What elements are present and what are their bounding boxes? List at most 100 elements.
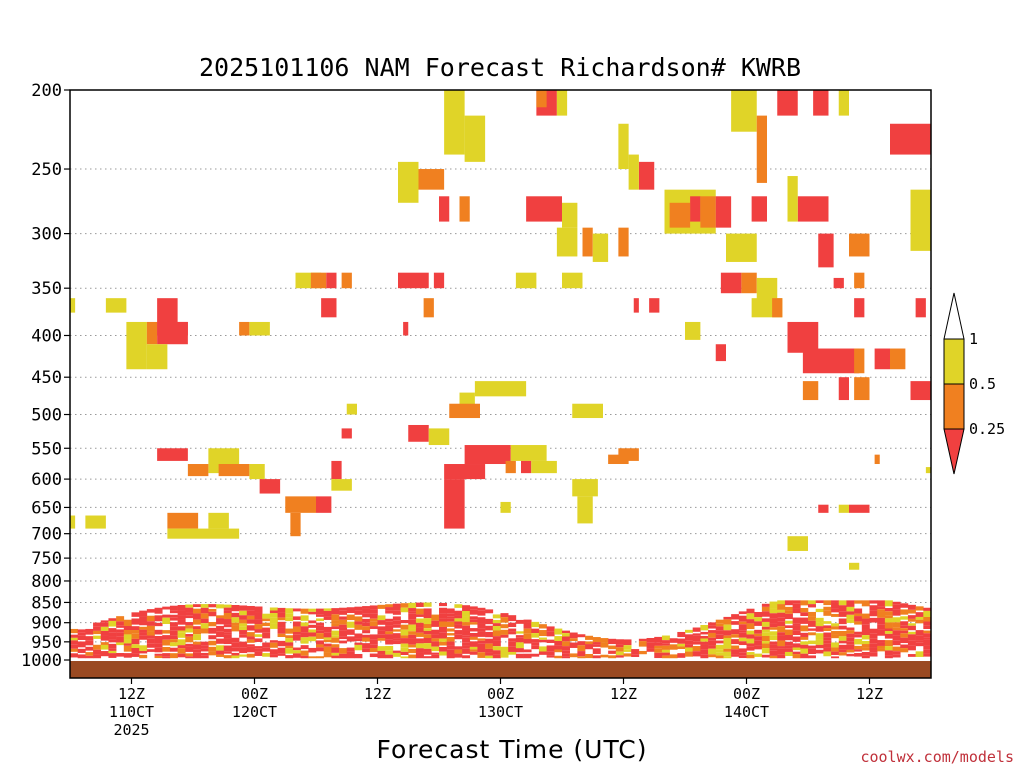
boundary-layer-cell bbox=[585, 635, 594, 640]
boundary-layer-cell bbox=[854, 631, 863, 635]
boundary-layer-cell bbox=[185, 615, 194, 619]
boundary-layer-cell bbox=[423, 643, 432, 649]
boundary-layer-cell bbox=[308, 629, 317, 633]
boundary-layer-cell bbox=[546, 655, 555, 658]
boundary-layer-cell bbox=[193, 613, 201, 620]
boundary-layer-cell bbox=[146, 638, 155, 644]
boundary-layer-cell bbox=[754, 645, 763, 650]
boundary-layer-cell bbox=[300, 650, 309, 656]
boundary-layer-cell bbox=[85, 655, 94, 659]
boundary-layer-cell bbox=[392, 603, 401, 611]
boundary-layer-cell bbox=[354, 653, 363, 659]
boundary-layer-cell bbox=[446, 637, 455, 642]
boundary-layer-cell bbox=[492, 654, 501, 659]
boundary-layer-cell bbox=[269, 610, 278, 614]
boundary-layer-cell bbox=[331, 647, 340, 653]
boundary-layer-cell bbox=[339, 627, 348, 631]
x-tick-label: 12Z bbox=[118, 685, 145, 703]
boundary-layer-cell bbox=[285, 638, 294, 643]
boundary-layer-cell bbox=[392, 616, 401, 621]
boundary-layer-cell bbox=[562, 641, 570, 647]
boundary-layer-cell bbox=[408, 611, 417, 614]
boundary-layer-cell bbox=[154, 629, 163, 635]
boundary-layer-cell bbox=[154, 643, 163, 648]
boundary-layer-cell bbox=[915, 651, 924, 657]
boundary-layer-cell bbox=[692, 651, 701, 657]
boundary-layer-cell bbox=[838, 611, 847, 617]
boundary-layer-cell bbox=[331, 644, 340, 648]
boundary-layer-cell bbox=[431, 620, 440, 627]
boundary-layer-cell bbox=[231, 642, 240, 648]
boundary-layer-cell bbox=[108, 648, 117, 651]
x-tick-label: 140CT bbox=[724, 703, 769, 721]
heatmap-cell-red bbox=[874, 348, 890, 370]
boundary-layer-cell bbox=[331, 637, 340, 643]
boundary-layer-cell bbox=[784, 613, 793, 620]
boundary-layer-cell bbox=[731, 645, 740, 650]
boundary-layer-cell bbox=[831, 656, 840, 659]
boundary-layer-cell bbox=[185, 622, 194, 626]
heatmap-cell-yellow bbox=[474, 381, 527, 397]
boundary-layer-cell bbox=[477, 652, 486, 658]
boundary-layer-cell bbox=[800, 648, 809, 654]
boundary-layer-cell bbox=[385, 650, 394, 655]
boundary-layer-cell bbox=[492, 623, 501, 627]
boundary-layer-cell bbox=[239, 641, 248, 648]
boundary-layer-cell bbox=[892, 635, 901, 641]
boundary-layer-cell bbox=[385, 604, 394, 608]
boundary-layer-cell bbox=[208, 608, 217, 612]
heatmap-cell-orange bbox=[608, 454, 629, 465]
boundary-layer-cell bbox=[808, 616, 816, 621]
heatmap-cell-orange bbox=[874, 454, 880, 465]
boundary-layer-cell bbox=[431, 614, 440, 621]
boundary-layer-cell bbox=[515, 635, 524, 638]
boundary-layer-cell bbox=[577, 656, 586, 659]
boundary-layer-cell bbox=[277, 633, 286, 638]
boundary-layer-cell bbox=[162, 635, 171, 640]
y-tick-label: 950 bbox=[31, 633, 62, 653]
boundary-layer-cell bbox=[269, 642, 278, 648]
boundary-layer-cell bbox=[308, 632, 317, 637]
boundary-layer-cell bbox=[469, 628, 478, 632]
boundary-layer-cell bbox=[761, 641, 770, 644]
boundary-layer-cell bbox=[300, 626, 309, 633]
boundary-layer-cell bbox=[269, 654, 278, 658]
boundary-layer-cell bbox=[193, 634, 201, 641]
boundary-layer-cell bbox=[800, 612, 809, 617]
boundary-layer-cell bbox=[354, 624, 363, 630]
boundary-layer-cell bbox=[723, 648, 732, 652]
boundary-layer-cell bbox=[823, 625, 832, 629]
boundary-layer-cell bbox=[231, 604, 240, 612]
boundary-layer-cell bbox=[477, 607, 486, 611]
boundary-layer-cell bbox=[892, 640, 901, 646]
boundary-layer-cell bbox=[408, 654, 417, 659]
boundary-layer-cell bbox=[769, 618, 778, 624]
boundary-layer-cell bbox=[177, 639, 186, 646]
boundary-layer-cell bbox=[454, 615, 463, 619]
boundary-layer-cell bbox=[346, 655, 355, 659]
y-tick-label: 600 bbox=[31, 470, 62, 490]
boundary-layer-cell bbox=[139, 650, 148, 654]
boundary-layer-cell bbox=[162, 617, 171, 624]
boundary-layer-cell bbox=[93, 644, 102, 650]
boundary-layer-cell bbox=[738, 655, 747, 659]
boundary-layer-cell bbox=[77, 629, 86, 633]
boundary-layer-cell bbox=[439, 632, 447, 639]
legend-swatch-red bbox=[943, 428, 965, 475]
boundary-layer-cell bbox=[208, 646, 217, 652]
boundary-layer-cell bbox=[823, 628, 832, 632]
boundary-layer-cell bbox=[784, 645, 793, 649]
boundary-layer-cell bbox=[923, 616, 931, 622]
y-tick-label: 650 bbox=[31, 498, 62, 518]
boundary-layer-cell bbox=[708, 654, 717, 658]
boundary-layer-cell bbox=[884, 633, 893, 639]
boundary-layer-cell bbox=[369, 621, 378, 627]
boundary-layer-cell bbox=[423, 634, 432, 639]
boundary-layer-cell bbox=[216, 604, 225, 609]
boundary-layer-cell bbox=[700, 625, 709, 631]
boundary-layer-cell bbox=[431, 646, 440, 652]
boundary-layer-cell bbox=[177, 626, 186, 631]
boundary-layer-cell bbox=[70, 644, 78, 649]
boundary-layer-cell bbox=[846, 633, 855, 638]
